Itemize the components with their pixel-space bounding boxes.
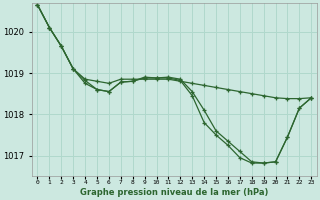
X-axis label: Graphe pression niveau de la mer (hPa): Graphe pression niveau de la mer (hPa) <box>80 188 268 197</box>
